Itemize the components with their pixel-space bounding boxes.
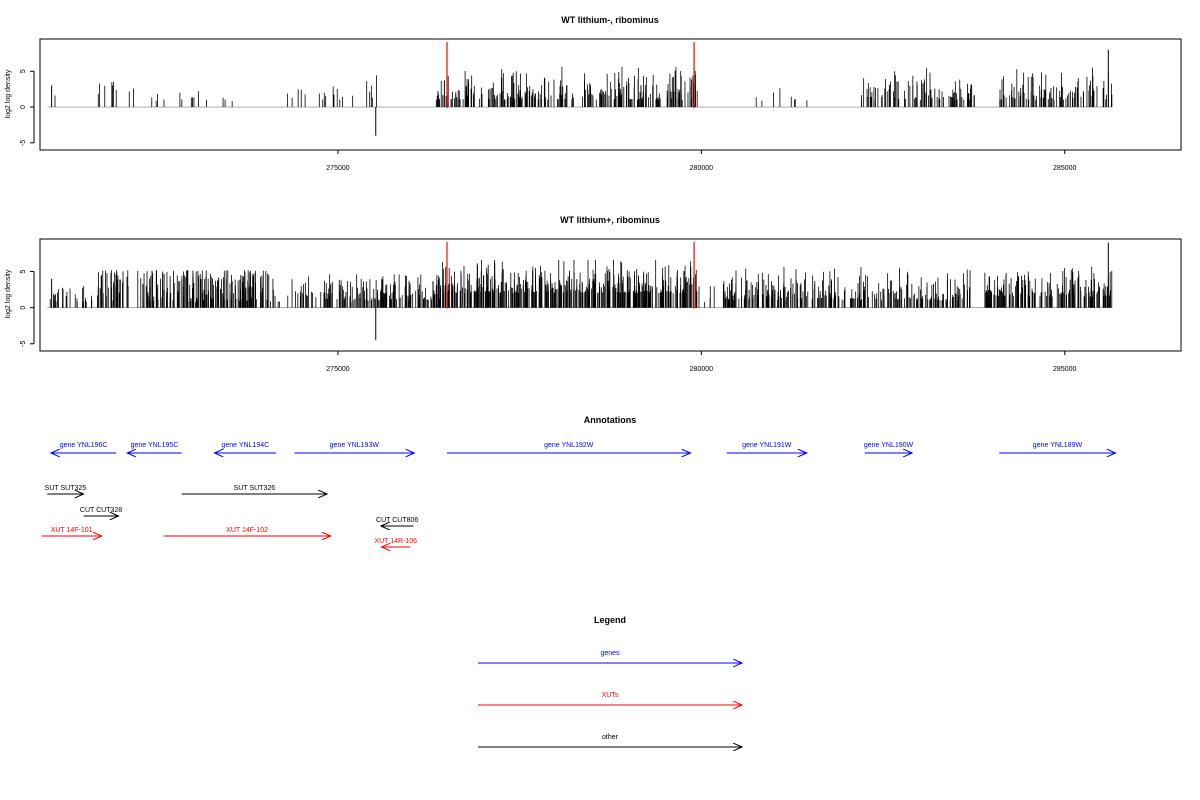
feature-gene-ynl192w: gene YNL192W — [446, 442, 690, 453]
feature-label: gene YNL193W — [330, 442, 380, 449]
y-axis-label: log2 log density — [5, 69, 12, 118]
feature-label: CUT CUT806 — [376, 517, 418, 524]
x-axis: 275000 280000 285000 — [326, 150, 1077, 172]
feature-sut-sut326: SUT SUT326 — [181, 485, 327, 494]
legend-label: other — [602, 734, 619, 741]
feature-gene-ynl194c: gene YNL194C — [214, 442, 277, 453]
y-axis-label: log2 log density — [5, 269, 12, 318]
legend-panel: Legend genes XUTs other — [478, 615, 742, 747]
legend-item-other: other — [478, 734, 742, 747]
x-tick-label: 275000 — [326, 165, 349, 172]
feature-gene-ynl191w: gene YNL191W — [726, 442, 807, 453]
feature-label: XUT 14F-102 — [226, 527, 268, 534]
feature-label: CUT CUT328 — [80, 507, 122, 514]
feature-xut-14r-106: XUT 14R-106 — [374, 538, 417, 547]
bars-group — [47, 242, 1113, 341]
panel-title: Annotations — [584, 415, 637, 425]
feature-label: gene YNL196C — [60, 442, 108, 449]
feature-gene-ynl189w: gene YNL189W — [999, 442, 1115, 453]
feature-xut-14f-101: XUT 14F-101 — [41, 527, 101, 536]
legend-items-group: genes XUTs other — [478, 650, 742, 747]
legend-item-xuts: XUTs — [478, 692, 742, 705]
plot-frame — [39, 38, 1182, 151]
feature-label: XUT 14R-106 — [374, 538, 417, 545]
panel-title: WT lithium-, ribominus — [561, 15, 659, 25]
y-axis: -5 0 5 — [20, 69, 35, 146]
feature-label: gene YNL190W — [864, 442, 914, 449]
feature-label: gene YNL191W — [742, 442, 792, 449]
feature-gene-ynl193w: gene YNL193W — [294, 442, 414, 453]
y-tick-label: 5 — [20, 269, 27, 273]
legend-label: XUTs — [602, 692, 619, 699]
feature-cut-cut328: CUT CUT328 — [80, 507, 122, 516]
feature-gene-ynl196c: gene YNL196C — [51, 442, 117, 453]
feature-sut-sut325: SUT SUT325 — [45, 485, 87, 494]
feature-label: gene YNL192W — [544, 442, 594, 449]
feature-label: gene YNL189W — [1033, 442, 1083, 449]
feature-label: SUT SUT326 — [234, 485, 276, 492]
x-tick-label: 285000 — [1053, 366, 1076, 373]
feature-label: gene YNL195C — [131, 442, 179, 449]
y-tick-label: 0 — [20, 306, 27, 310]
x-tick-label: 280000 — [690, 366, 713, 373]
annotations-panel: Annotations gene YNL196C gene YNL195C gene… — [41, 415, 1115, 547]
panel-title: Legend — [594, 615, 626, 625]
coverage-panel-2: WT lithium+, ribominus log2 log density … — [5, 215, 1182, 373]
y-tick-label: -5 — [20, 140, 27, 146]
feature-gene-ynl190w: gene YNL190W — [864, 442, 914, 453]
plot-frame — [39, 238, 1182, 352]
coverage-panel-1: WT lithium-, ribominus log2 log density … — [5, 15, 1182, 172]
markers-group — [446, 42, 695, 109]
panel-title: WT lithium+, ribominus — [560, 215, 660, 225]
feature-gene-ynl195c: gene YNL195C — [127, 442, 182, 453]
feature-label: SUT SUT325 — [45, 485, 87, 492]
y-axis: -5 0 5 — [20, 269, 35, 347]
feature-label: gene YNL194C — [221, 442, 269, 449]
feature-xut-14f-102: XUT 14F-102 — [163, 527, 331, 536]
feature-cut-cut806: CUT CUT806 — [376, 517, 418, 526]
x-tick-label: 280000 — [690, 165, 713, 172]
legend-item-genes: genes — [478, 650, 742, 663]
x-axis: 275000 280000 285000 — [326, 351, 1077, 373]
x-tick-label: 275000 — [326, 366, 349, 373]
feature-label: XUT 14F-101 — [51, 527, 93, 534]
y-tick-label: 0 — [20, 105, 27, 109]
y-tick-label: -5 — [20, 341, 27, 347]
legend-label: genes — [600, 650, 620, 657]
bars-group — [47, 49, 1113, 136]
features-group: gene YNL196C gene YNL195C gene YNL194C gene… — [41, 442, 1115, 547]
markers-group — [446, 242, 695, 309]
y-tick-label: 5 — [20, 69, 27, 73]
x-tick-label: 285000 — [1053, 165, 1076, 172]
